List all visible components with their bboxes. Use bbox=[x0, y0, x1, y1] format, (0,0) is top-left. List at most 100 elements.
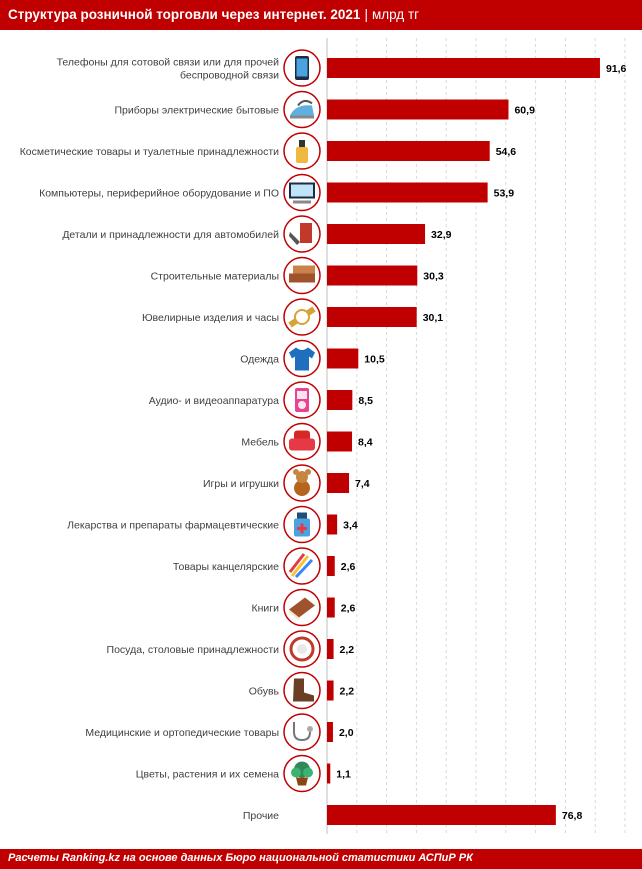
bar-row: 76,8 Прочие bbox=[243, 805, 583, 825]
bar-value-label: 76,8 bbox=[562, 810, 583, 822]
computer-monitor-icon-glyph bbox=[289, 182, 315, 204]
bar-value-label: 30,1 bbox=[423, 312, 444, 324]
category-label: Товары канцелярские bbox=[173, 561, 279, 573]
bar-row: 2,6 Книги bbox=[252, 588, 356, 627]
category-label: Медицинские и ортопедические товары bbox=[85, 727, 279, 739]
bar bbox=[327, 805, 556, 825]
bar-row: 7,4 Игры и игрушки bbox=[203, 464, 370, 502]
category-label: Прочие bbox=[243, 810, 279, 822]
bar-row: 2,0 Медицинские и ортопедические товары bbox=[85, 713, 354, 751]
bar-value-label: 8,5 bbox=[358, 395, 373, 407]
armchair-icon-glyph bbox=[289, 430, 315, 451]
bar-row: 8,5 Аудио- и видеоаппаратура bbox=[149, 381, 373, 419]
bar-row: 2,2 Обувь bbox=[249, 671, 355, 710]
bar-row: 3,4 Лекарства и препараты фармацевтически… bbox=[67, 505, 358, 544]
category-label: Одежда bbox=[240, 354, 279, 366]
bar-row: 8,4 Мебель bbox=[241, 422, 373, 461]
bar bbox=[327, 722, 333, 742]
bar-value-label: 1,1 bbox=[336, 769, 351, 781]
bar-value-label: 54,6 bbox=[496, 146, 517, 158]
chart-title-text: Структура розничной торговли через интер… bbox=[8, 7, 361, 22]
bar-row: 60,9 Приборы электрические бытовые bbox=[114, 90, 535, 129]
category-label: Посуда, столовые принадлежности bbox=[107, 644, 280, 656]
car-parts-icon-glyph bbox=[289, 223, 312, 245]
category-label: Строительные материалы bbox=[151, 271, 279, 283]
bar bbox=[327, 556, 335, 576]
bar bbox=[327, 763, 331, 784]
category-label: Ювелирные изделия и часы bbox=[142, 312, 279, 324]
bar bbox=[327, 639, 334, 659]
title-separator: | bbox=[364, 7, 368, 22]
pencils-icon-glyph bbox=[288, 553, 314, 579]
category-label: Игры и игрушки bbox=[203, 478, 279, 490]
bar-value-label: 2,6 bbox=[341, 561, 356, 573]
category-label: Обувь bbox=[249, 686, 280, 698]
audio-player-icon-glyph bbox=[295, 388, 309, 412]
bricks-icon-glyph bbox=[289, 265, 315, 283]
category-label: Цветы, растения и их семена bbox=[136, 769, 279, 781]
pencils-icon bbox=[283, 547, 321, 585]
category-label: Аудио- и видеоаппаратура bbox=[149, 395, 279, 407]
watch-icon-glyph bbox=[288, 306, 316, 328]
bar-row: 1,1 Цветы, растения и их семена bbox=[136, 754, 351, 793]
medicine-bottle-icon-glyph bbox=[294, 512, 310, 537]
book-icon-glyph bbox=[289, 597, 315, 621]
bar-value-label: 91,6 bbox=[606, 63, 627, 75]
bar bbox=[327, 182, 488, 203]
category-label: Приборы электрические бытовые bbox=[114, 105, 279, 117]
category-label: Компьютеры, периферийное оборудование и … bbox=[39, 188, 279, 200]
bar-value-label: 53,9 bbox=[494, 188, 515, 200]
bar-value-label: 2,2 bbox=[340, 644, 355, 656]
category-label: Телефоны для сотовой связи или для проче… bbox=[57, 57, 280, 69]
bar bbox=[327, 307, 417, 327]
category-label: Книги bbox=[252, 603, 280, 615]
bar-value-label: 32,9 bbox=[431, 229, 452, 241]
stethoscope-icon bbox=[283, 713, 321, 751]
bar-value-label: 2,2 bbox=[340, 686, 355, 698]
bar bbox=[327, 431, 353, 452]
bar-row: 10,5 Одежда bbox=[240, 339, 385, 378]
bar bbox=[327, 265, 418, 286]
chart-unit: млрд тг bbox=[371, 7, 420, 22]
bar-row: 32,9 Детали и принадлежности для автомоби… bbox=[62, 215, 452, 253]
bar-row: 53,9 Компьютеры, периферийное оборудовани… bbox=[39, 173, 515, 212]
bar-value-label: 60,9 bbox=[514, 105, 535, 117]
boot-icon-glyph bbox=[293, 678, 314, 702]
potted-plant-icon-glyph bbox=[291, 761, 313, 786]
bar bbox=[327, 224, 426, 244]
bar bbox=[327, 514, 338, 535]
bar bbox=[327, 473, 350, 493]
chart-header: Структура розничной торговли через интер… bbox=[0, 0, 642, 30]
bar bbox=[327, 141, 490, 161]
category-label: Косметические товары и туалетные принадл… bbox=[20, 146, 279, 158]
phone-icon-glyph bbox=[295, 56, 309, 80]
bar-value-label: 30,3 bbox=[423, 271, 444, 283]
category-label: беспроводной связи bbox=[180, 70, 279, 82]
stethoscope-icon-glyph bbox=[293, 722, 313, 742]
bar bbox=[327, 680, 334, 701]
bar-row: 91,6 Телефоны для сотовой связи или для п… bbox=[57, 49, 627, 87]
bar-row: 30,1 Ювелирные изделия и часы bbox=[142, 298, 444, 336]
bar-value-label: 2,0 bbox=[339, 727, 354, 739]
bar-row: 2,6 Товары канцелярские bbox=[173, 547, 356, 585]
category-label: Мебель bbox=[241, 437, 279, 449]
dishes-icon-glyph bbox=[289, 636, 315, 662]
source-note: Расчеты Ranking.kz на основе данных Бюро… bbox=[8, 852, 473, 864]
bar bbox=[327, 99, 509, 120]
bar bbox=[327, 58, 600, 78]
bar-row: 30,3 Строительные материалы bbox=[151, 256, 444, 295]
bar bbox=[327, 390, 353, 410]
tshirt-icon-glyph bbox=[289, 347, 315, 371]
category-label: Детали и принадлежности для автомобилей bbox=[62, 229, 279, 241]
bar bbox=[327, 348, 359, 369]
bar-value-label: 7,4 bbox=[355, 478, 370, 490]
bar-row: 2,2 Посуда, столовые принадлежности bbox=[107, 630, 355, 668]
cosmetics-bottle-icon-glyph bbox=[296, 140, 308, 163]
chart-title: Структура розничной торговли через интер… bbox=[8, 7, 419, 22]
bar-value-label: 10,5 bbox=[364, 354, 385, 366]
bar bbox=[327, 597, 335, 618]
iron-icon-glyph bbox=[290, 99, 314, 119]
bar-value-label: 8,4 bbox=[358, 437, 373, 449]
teddy-bear-icon-glyph bbox=[293, 469, 311, 496]
